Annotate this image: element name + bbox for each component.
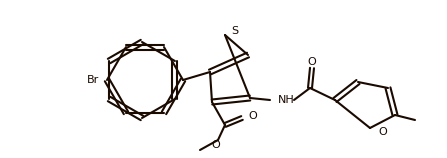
Text: O: O bbox=[378, 127, 387, 137]
Text: O: O bbox=[308, 57, 316, 67]
Text: Br: Br bbox=[87, 75, 99, 85]
Text: O: O bbox=[211, 140, 220, 150]
Text: NH: NH bbox=[278, 95, 295, 105]
Text: S: S bbox=[231, 26, 238, 36]
Text: O: O bbox=[248, 111, 257, 121]
